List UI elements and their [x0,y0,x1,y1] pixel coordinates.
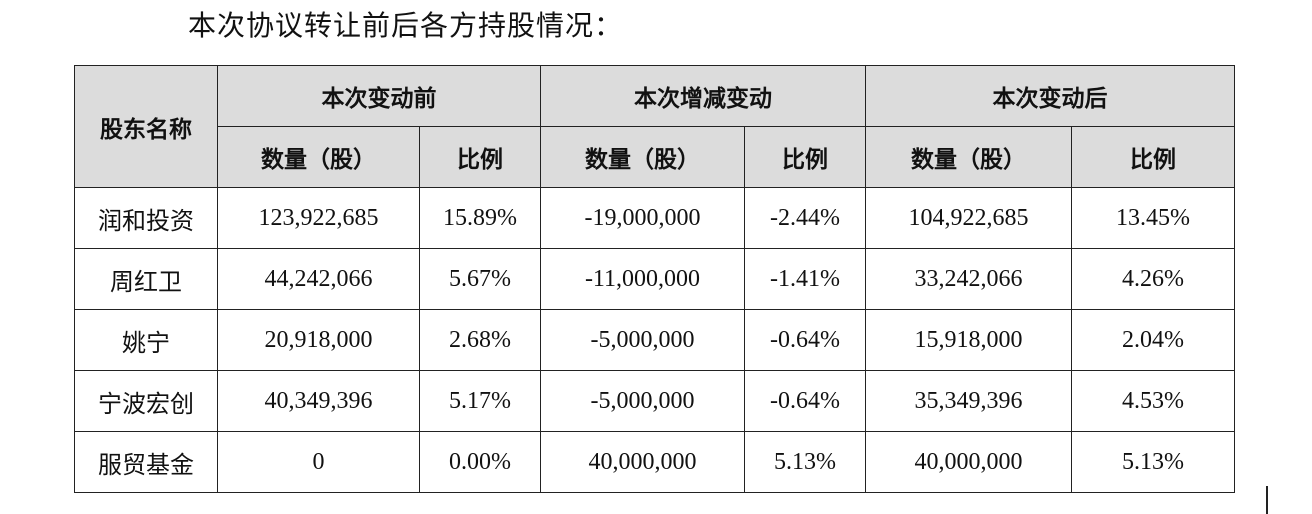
after-quantity: 104,922,685 [865,187,1072,249]
after-quantity: 40,000,000 [865,431,1072,493]
page-edge-mark [1266,486,1268,514]
subheader-after-quantity: 数量（股） [865,126,1072,188]
shareholder-name: 周红卫 [74,248,218,310]
shareholder-name: 宁波宏创 [74,370,218,432]
header-row-subheaders: 数量（股） 比例 数量（股） 比例 数量（股） 比例 [75,126,1235,188]
change-quantity: 40,000,000 [540,431,745,493]
after-ratio: 4.26% [1071,248,1235,310]
table-row: 宁波宏创 40,349,396 5.17% -5,000,000 -0.64% … [74,370,1235,432]
shareholder-name: 服贸基金 [74,431,218,493]
change-ratio: -1.41% [744,248,866,310]
header-group-after: 本次变动后 [865,65,1235,127]
header-row-groups: 股东名称 本次变动前 本次增减变动 本次变动后 [74,65,1235,188]
before-quantity: 20,918,000 [217,309,420,371]
before-quantity: 44,242,066 [217,248,420,310]
before-ratio: 0.00% [419,431,541,493]
after-ratio: 4.53% [1071,370,1235,432]
before-quantity: 123,922,685 [217,187,420,249]
subheader-before-ratio: 比例 [419,126,541,188]
change-quantity: -5,000,000 [540,370,745,432]
subheader-change-quantity: 数量（股） [540,126,745,188]
before-ratio: 5.17% [419,370,541,432]
header-group-before: 本次变动前 [217,65,541,127]
after-ratio: 13.45% [1071,187,1235,249]
table-row: 姚宁 20,918,000 2.68% -5,000,000 -0.64% 15… [74,309,1235,371]
change-ratio: -2.44% [744,187,866,249]
before-ratio: 15.89% [419,187,541,249]
subheader-after-ratio: 比例 [1071,126,1235,188]
intro-text: 本次协议转让前后各方持股情况： [188,9,624,42]
change-quantity: -11,000,000 [540,248,745,310]
subheader-change-ratio: 比例 [744,126,866,188]
change-quantity: -5,000,000 [540,309,745,371]
after-quantity: 35,349,396 [865,370,1072,432]
shareholder-name: 润和投资 [74,187,218,249]
before-ratio: 5.67% [419,248,541,310]
shareholding-table: 股东名称 本次变动前 本次增减变动 本次变动后 数量（股） 比例 数量（股） 比… [74,65,1235,493]
table-row: 周红卫 44,242,066 5.67% -11,000,000 -1.41% … [74,248,1235,310]
header-shareholder-name: 股东名称 [74,65,218,188]
change-quantity: -19,000,000 [540,187,745,249]
change-ratio: 5.13% [744,431,866,493]
shareholder-name: 姚宁 [74,309,218,371]
header-group-change: 本次增减变动 [540,65,866,127]
table-row: 服贸基金 0 0.00% 40,000,000 5.13% 40,000,000… [74,431,1235,493]
after-quantity: 33,242,066 [865,248,1072,310]
subheader-before-quantity: 数量（股） [217,126,420,188]
before-ratio: 2.68% [419,309,541,371]
after-quantity: 15,918,000 [865,309,1072,371]
change-ratio: -0.64% [744,370,866,432]
after-ratio: 2.04% [1071,309,1235,371]
before-quantity: 0 [217,431,420,493]
before-quantity: 40,349,396 [217,370,420,432]
table-row: 润和投资 123,922,685 15.89% -19,000,000 -2.4… [74,187,1235,249]
change-ratio: -0.64% [744,309,866,371]
after-ratio: 5.13% [1071,431,1235,493]
